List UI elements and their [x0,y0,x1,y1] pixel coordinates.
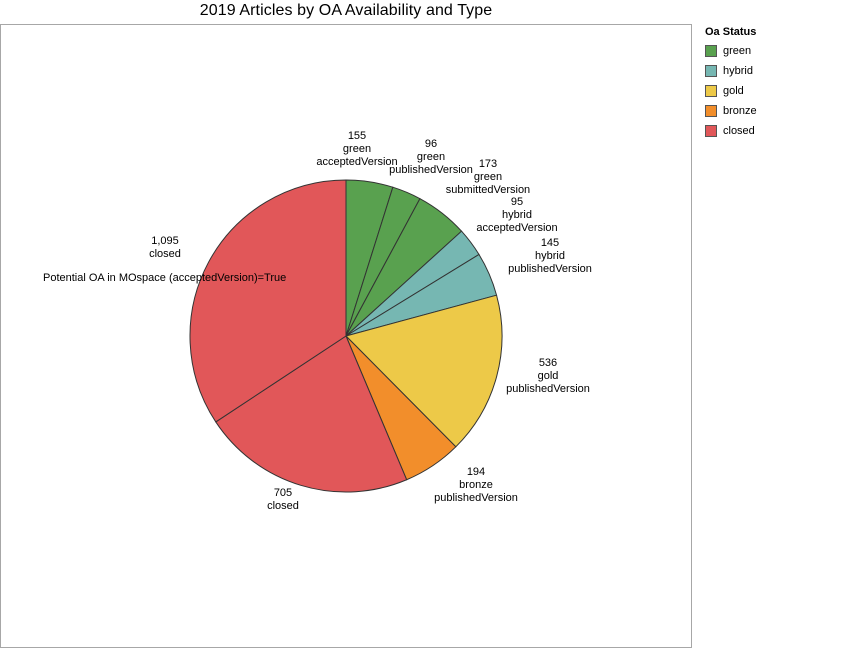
slice-label-version: acceptedVersion [316,156,397,168]
legend-label: hybrid [723,65,753,77]
slice-label-value_label: 1,095 [151,235,179,247]
legend-item-closed[interactable]: closed [705,121,757,141]
legend-swatch [705,65,717,77]
legend-item-gold[interactable]: gold [705,81,757,101]
slice-label-value_label: 145 [541,237,559,249]
slice-label: 95 hybrid acceptedVersion [476,196,557,234]
legend-items: green hybrid gold bronze closed [705,41,757,141]
slice-label-status: green [343,143,371,155]
slice-label-status: gold [538,370,559,382]
legend-label: closed [723,125,755,137]
annotation-text: Potential OA in MOspace (acceptedVersion… [43,272,286,284]
slice-label-value_label: 194 [467,466,485,478]
slice-label-version: acceptedVersion [476,222,557,234]
slice-label: 705 closed [267,487,299,512]
legend: Oa Status green hybrid gold bronze closed [705,26,757,141]
legend-swatch [705,125,717,137]
slice-label-value_label: 95 [511,196,523,208]
slice-label-version: publishedVersion [434,492,518,504]
slice-label-version: publishedVersion [506,383,590,395]
slice-label: 155 green acceptedVersion [316,130,397,168]
legend-label: green [723,45,752,57]
pie-slice-closed[interactable] [215,335,408,493]
slice-label-status: hybrid [502,209,532,221]
slice-label-status: bronze [459,479,493,491]
slice-label: 173 green submittedVersion [446,158,530,196]
legend-title: Oa Status [705,26,757,38]
slice-label-version: publishedVersion [508,263,592,275]
slice-label-status: closed [267,500,299,512]
legend-label: gold [723,85,744,97]
slice-label-status: closed [149,248,181,260]
pie-slices [189,179,503,493]
slice-label-value_label: 96 [425,138,437,150]
legend-swatch [705,105,717,117]
slice-label-version: publishedVersion [389,164,473,176]
legend-item-bronze[interactable]: bronze [705,101,757,121]
slice-label-value_label: 173 [479,158,497,170]
slice-label-value_label: 705 [274,487,292,499]
pie-slice-gold-publishedVersion[interactable] [345,294,503,448]
slice-label: 536 gold publishedVersion [506,357,590,395]
slice-label: 145 hybrid publishedVersion [508,237,592,275]
slice-label: 194 bronze publishedVersion [434,466,518,504]
legend-item-hybrid[interactable]: hybrid [705,61,757,81]
slice-label-value_label: 536 [539,357,557,369]
legend-swatch [705,85,717,97]
slice-label: 1,095 closed [149,235,181,260]
slice-label-status: green [474,171,502,183]
slice-label: 96 green publishedVersion [389,138,473,176]
legend-swatch [705,45,717,57]
slice-label-value_label: 155 [348,130,366,142]
slice-label-status: hybrid [535,250,565,262]
slice-label-status: green [417,151,445,163]
legend-label: bronze [723,105,757,117]
legend-item-green[interactable]: green [705,41,757,61]
pie-slice-closed[interactable] [189,179,347,423]
chart-title: 2019 Articles by OA Availability and Typ… [199,2,493,19]
slice-label-version: submittedVersion [446,184,530,196]
